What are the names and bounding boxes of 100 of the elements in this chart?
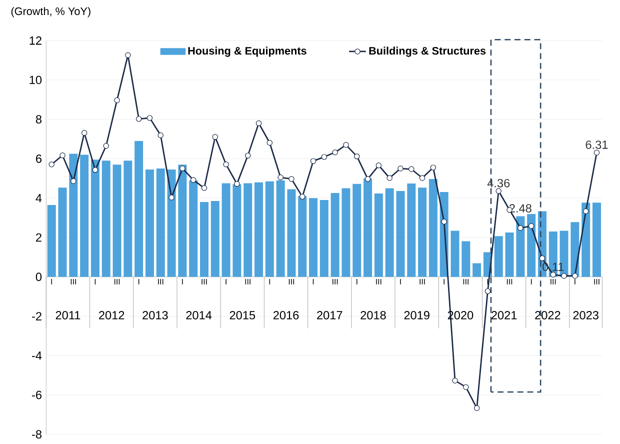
point <box>463 384 469 390</box>
point <box>408 166 414 172</box>
y-tick-label: 0 <box>36 272 42 281</box>
bar <box>210 200 220 277</box>
point <box>201 185 208 191</box>
point <box>398 166 404 172</box>
point <box>332 149 338 156</box>
point <box>278 174 284 180</box>
bar <box>582 202 590 277</box>
point <box>81 130 88 136</box>
bar <box>407 183 416 277</box>
y-tick-label: -6 <box>32 390 42 400</box>
point <box>594 150 600 156</box>
bar <box>90 160 100 277</box>
point <box>103 142 109 149</box>
bar <box>134 140 144 277</box>
y-tick-label: 8 <box>36 115 42 124</box>
bar <box>124 160 132 277</box>
bar <box>178 164 187 277</box>
bar <box>418 188 427 277</box>
legend-label: Buildings & Structures <box>369 46 486 57</box>
point <box>474 405 480 411</box>
bar <box>352 184 362 277</box>
y-tick-label: -2 <box>32 312 42 320</box>
bar <box>450 230 460 277</box>
point <box>376 162 382 168</box>
legend-label: Housing & Equipments <box>188 46 306 57</box>
point <box>223 161 229 168</box>
bar <box>494 236 503 277</box>
point <box>136 116 142 122</box>
point <box>92 166 98 173</box>
point <box>158 132 164 138</box>
point <box>452 378 458 384</box>
point <box>146 114 153 121</box>
bar <box>200 202 208 277</box>
point <box>572 272 578 279</box>
annotation: 2021 <box>491 310 517 320</box>
bar <box>505 232 514 277</box>
y-tick-label: 4 <box>36 194 42 202</box>
bar <box>232 184 242 277</box>
bar <box>428 178 438 277</box>
point <box>386 175 392 181</box>
annotation: 2014 <box>186 310 212 320</box>
y-tick-label: -4 <box>32 351 42 360</box>
bar <box>276 180 285 277</box>
y-tick-label: -8 <box>32 430 42 438</box>
bar <box>58 188 67 277</box>
bar <box>254 182 264 277</box>
bar <box>102 160 110 277</box>
bar <box>189 180 198 277</box>
bar <box>80 154 89 277</box>
annotation: 2018 <box>360 310 386 320</box>
annotation: 2022 <box>535 310 560 320</box>
annotation: 2023 <box>573 310 598 320</box>
point <box>518 225 524 231</box>
point <box>321 154 328 160</box>
point <box>256 120 262 126</box>
point <box>60 152 66 158</box>
point <box>528 223 534 229</box>
data-label: 6.31 <box>586 140 608 149</box>
bar <box>396 190 405 277</box>
point <box>244 152 251 158</box>
annotation: 2017 <box>317 310 342 320</box>
bar <box>342 188 350 277</box>
point <box>114 97 120 103</box>
point <box>343 142 349 148</box>
point <box>310 158 316 164</box>
y-tick-label: 6 <box>36 154 42 163</box>
point <box>168 194 174 200</box>
y-tick-label: 2 <box>36 233 42 242</box>
point <box>234 180 240 187</box>
bar <box>374 193 383 277</box>
annotation: 2019 <box>404 310 430 320</box>
bar <box>516 216 525 277</box>
point <box>550 272 556 278</box>
point <box>288 176 294 182</box>
y-axis-title: (Growth, % YoY) <box>11 6 90 18</box>
bar <box>156 168 165 277</box>
point <box>212 134 218 140</box>
bar <box>167 169 176 277</box>
point <box>539 255 546 262</box>
bar <box>462 241 470 277</box>
y-tick-label: 10 <box>30 76 42 84</box>
point <box>125 52 131 58</box>
annotation: 2012 <box>99 310 124 320</box>
bar <box>309 198 318 277</box>
annotation: 2015 <box>230 310 256 320</box>
point <box>561 272 567 279</box>
point <box>300 194 306 200</box>
point <box>496 188 502 194</box>
bar <box>112 164 122 277</box>
bar <box>385 188 394 277</box>
annotation: 2016 <box>273 310 299 320</box>
bar <box>472 263 482 277</box>
annotation: 2013 <box>142 310 168 320</box>
point <box>190 176 196 183</box>
bar <box>145 169 154 277</box>
bar <box>265 181 274 277</box>
point <box>70 178 76 184</box>
bar <box>592 202 601 277</box>
